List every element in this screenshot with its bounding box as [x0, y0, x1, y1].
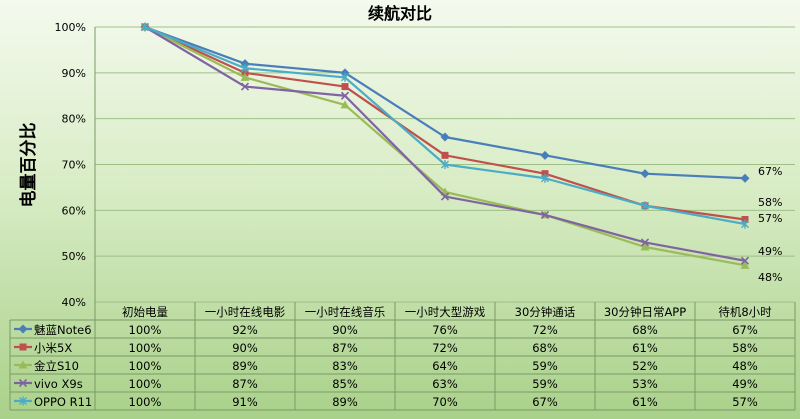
category-label: 30分钟日常APP — [604, 305, 686, 319]
table-cell: 67% — [532, 395, 558, 409]
series-name: 小米5X — [34, 341, 72, 355]
table-cell: 100% — [129, 395, 162, 409]
category-label: 初始电量 — [122, 305, 168, 319]
table-cell: 92% — [232, 323, 258, 337]
legend-marker — [18, 324, 28, 334]
table-cell: 59% — [532, 377, 558, 391]
legend-marker — [18, 360, 28, 369]
series-line — [144, 26, 746, 267]
legend-marker — [19, 343, 27, 351]
end-value-label: 57% — [758, 212, 782, 225]
table-cell: 89% — [232, 359, 258, 373]
data-point — [341, 83, 349, 91]
end-value-label: 49% — [758, 245, 782, 258]
data-point — [141, 22, 149, 32]
data-point — [340, 91, 350, 100]
data-point — [541, 173, 549, 183]
data-point — [740, 260, 750, 269]
table-cell: 100% — [129, 377, 162, 391]
table-cell: 89% — [332, 395, 358, 409]
y-tick-label: 60% — [62, 204, 86, 217]
table-cell: 52% — [632, 359, 658, 373]
chart-title: 续航对比 — [368, 4, 432, 23]
category-label: 一小时在线音乐 — [305, 305, 386, 319]
y-tick-label: 90% — [62, 67, 86, 80]
table-cell: 64% — [432, 359, 458, 373]
data-point — [241, 69, 249, 77]
category-label: 一小时在线电影 — [205, 305, 286, 319]
table-cell: 90% — [232, 341, 258, 355]
data-point — [541, 170, 549, 178]
table-cell: 100% — [129, 341, 162, 355]
data-point — [640, 238, 650, 247]
table-cell: 68% — [532, 341, 558, 355]
table-cell: 49% — [732, 377, 758, 391]
table-cell: 57% — [732, 395, 758, 409]
data-point — [641, 201, 649, 211]
data-point — [540, 150, 550, 160]
table-cell: 61% — [632, 395, 658, 409]
table-cell: 91% — [232, 395, 258, 409]
table-cell: 100% — [129, 323, 162, 337]
data-point — [640, 169, 650, 179]
end-value-label: 48% — [758, 271, 782, 284]
table-cell: 90% — [332, 323, 358, 337]
table-cell: 63% — [432, 377, 458, 391]
data-point — [440, 132, 450, 142]
category-label: 一小时大型游戏 — [405, 305, 486, 319]
data-point — [741, 219, 749, 229]
legend-marker — [19, 396, 27, 406]
end-value-label: 58% — [758, 196, 782, 209]
data-point — [741, 216, 749, 223]
y-tick-label: 40% — [62, 296, 86, 309]
y-axis-title: 电量百分比 — [18, 123, 39, 208]
data-point — [341, 72, 349, 82]
table-cell: 83% — [332, 359, 358, 373]
table-cell: 48% — [732, 359, 758, 373]
series-name: 魅蓝Note6 — [34, 323, 92, 337]
y-tick-label: 100% — [55, 21, 86, 34]
table-cell: 53% — [632, 377, 658, 391]
data-point — [740, 173, 750, 183]
data-point — [540, 210, 550, 219]
data-point — [241, 63, 249, 73]
table-cell: 68% — [632, 323, 658, 337]
table-cell: 70% — [432, 395, 458, 409]
data-point — [441, 160, 449, 169]
data-point — [440, 192, 450, 201]
table-cell: 100% — [129, 359, 162, 373]
table-cell: 85% — [332, 377, 358, 391]
table-cell: 87% — [232, 377, 258, 391]
table-cell: 59% — [532, 359, 558, 373]
series-name: 金立S10 — [34, 359, 79, 373]
category-label: 待机8小时 — [718, 305, 772, 319]
table-cell: 72% — [432, 341, 458, 355]
category-label: 30分钟通话 — [515, 305, 576, 319]
series-name: OPPO R11 — [34, 395, 92, 409]
series-line — [144, 26, 746, 262]
legend-marker — [18, 378, 28, 388]
table-cell: 87% — [332, 341, 358, 355]
series-name: vivo X9s — [34, 377, 83, 391]
table-cell: 58% — [732, 341, 758, 355]
data-point — [441, 151, 449, 159]
table-cell: 67% — [732, 323, 758, 337]
table-cell: 72% — [532, 323, 558, 337]
data-point — [640, 242, 650, 251]
data-point — [340, 100, 350, 109]
data-point — [240, 82, 250, 91]
table-cell: 61% — [632, 341, 658, 355]
data-point — [240, 72, 250, 81]
table-cell: 76% — [432, 323, 458, 337]
y-tick-label: 80% — [62, 113, 86, 126]
y-tick-label: 50% — [62, 250, 86, 263]
data-point — [740, 256, 750, 265]
end-value-label: 67% — [758, 165, 782, 178]
y-tick-label: 70% — [62, 159, 86, 172]
